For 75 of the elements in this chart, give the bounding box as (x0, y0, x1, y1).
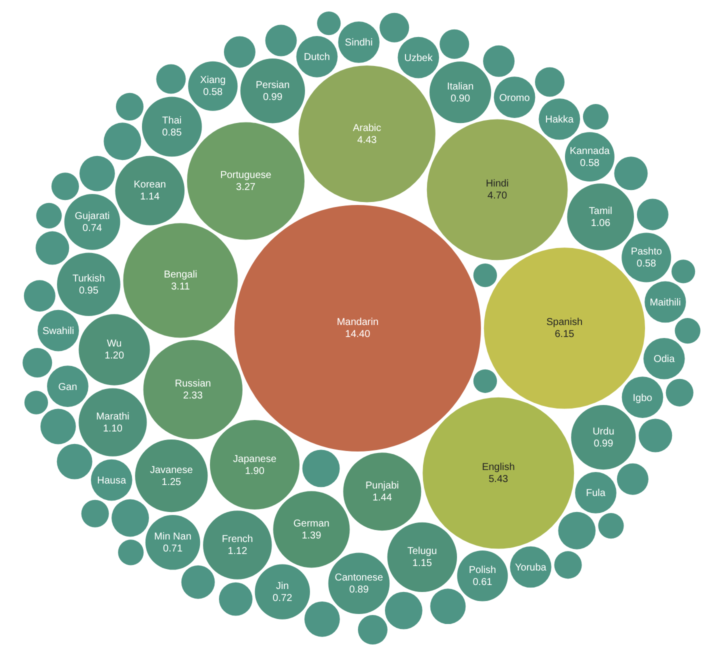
category-label: Portuguese (220, 170, 272, 181)
category-label: Sindhi (344, 38, 373, 49)
category-label: Mandarin (336, 317, 379, 328)
data-label: 0.90 (450, 93, 470, 104)
category-label: Italian (446, 81, 474, 92)
data-label: 0.58 (636, 258, 657, 270)
data-label: 0.71 (163, 543, 183, 554)
category-label: Punjabi (366, 480, 399, 492)
category-label: Javanese (150, 464, 194, 476)
category-label: Oromo (499, 92, 530, 104)
category-label: Kannada (570, 146, 610, 157)
data-label: 0.58 (203, 87, 224, 98)
category-label: Korean (134, 180, 166, 191)
data-label: 0.74 (82, 222, 102, 234)
category-label: Igbo (632, 392, 653, 404)
data-label: 4.43 (357, 134, 378, 146)
data-label: 1.10 (103, 423, 123, 434)
data-label: 0.99 (262, 92, 283, 103)
data-label: 6.15 (554, 329, 575, 340)
category-label: Telugu (407, 546, 437, 558)
category-label: Dutch (304, 52, 330, 64)
data-label: 5.43 (488, 474, 509, 486)
data-label: 0.72 (272, 592, 293, 604)
category-label: Uzbek (404, 53, 434, 64)
data-label: 3.11 (171, 281, 190, 292)
category-label: Swahili (42, 326, 74, 338)
category-label: Yoruba (515, 562, 547, 574)
category-label: Gujarati (74, 210, 110, 222)
category-label: Gan (58, 382, 78, 393)
data-label: 1.44 (372, 492, 392, 504)
data-label: 1.90 (244, 466, 265, 477)
data-label: 3.27 (236, 182, 256, 193)
data-label: 0.58 (580, 158, 600, 169)
data-label: 2.33 (183, 390, 204, 402)
data-label: 1.14 (140, 192, 160, 203)
category-label: Odia (654, 354, 676, 366)
category-label: Urdu (592, 426, 614, 438)
category-label: Hausa (97, 476, 126, 487)
category-label: Japanese (233, 454, 277, 465)
category-label: Hindi (486, 178, 509, 190)
data-label: 0.61 (472, 576, 493, 588)
category-label: Jin (276, 580, 289, 592)
category-label: Xiang (200, 75, 226, 86)
category-label: Maithili (650, 297, 681, 308)
category-label: Cantonese (334, 572, 384, 584)
data-label: 0.99 (594, 438, 614, 450)
category-label: Hakka (545, 114, 574, 126)
category-label: Thai (162, 116, 182, 127)
data-label: 1.25 (162, 476, 182, 488)
data-label: 4.70 (488, 190, 508, 202)
category-label: English (482, 462, 515, 474)
data-label: 1.20 (104, 350, 124, 362)
data-label: 1.12 (228, 546, 248, 558)
category-label: Spanish (546, 317, 583, 328)
category-label: Russian (174, 378, 211, 390)
category-label: German (293, 518, 330, 530)
category-label: Min Nan (154, 531, 192, 542)
data-label: 1.06 (590, 218, 611, 229)
category-label: Arabic (352, 122, 382, 134)
data-label: 0.89 (349, 584, 370, 596)
category-label: Bengali (164, 269, 198, 280)
data-label: 14.40 (345, 329, 371, 340)
data-label: 1.39 (302, 530, 322, 542)
category-label: Tamil (588, 206, 612, 217)
category-label: Persian (256, 80, 290, 91)
category-label: Wu (106, 338, 122, 350)
category-label: Turkish (72, 273, 105, 284)
data-label: 0.85 (162, 128, 182, 139)
data-label: 1.15 (412, 558, 432, 570)
data-label: 0.95 (78, 285, 99, 296)
category-label: Marathi (96, 411, 130, 422)
category-label: Polish (468, 564, 496, 576)
category-label: Pashto (630, 246, 662, 258)
category-label: Fula (586, 488, 606, 500)
category-label: French (222, 534, 254, 546)
